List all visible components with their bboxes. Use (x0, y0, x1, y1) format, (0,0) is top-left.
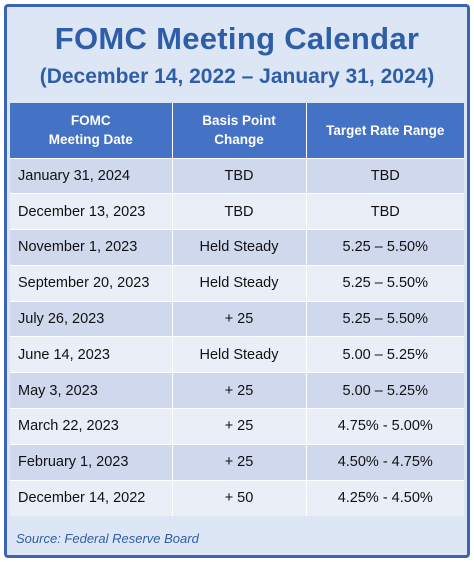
cell-change: + 25 (172, 408, 307, 445)
cell-range: TBD (306, 193, 464, 230)
column-header-range: Target Rate Range (306, 103, 464, 158)
table-row: February 1, 2023 + 25 4.50% - 4.75% (10, 443, 464, 481)
page-subtitle: (December 14, 2022 – January 31, 2024) (39, 65, 435, 88)
column-header-date-line1: FOMC (70, 113, 111, 129)
cell-range: 4.25% - 4.50% (306, 479, 464, 516)
table-row: December 14, 2022 + 50 4.25% - 4.50% (10, 479, 464, 516)
cell-date: June 14, 2023 (10, 336, 173, 373)
cell-range: 5.00 – 5.25% (306, 372, 464, 409)
cell-range: 4.50% - 4.75% (306, 443, 464, 481)
cell-date: December 13, 2023 (10, 193, 173, 230)
column-header-date-line2: Meeting Date (48, 132, 133, 148)
cell-date: May 3, 2023 (10, 372, 173, 409)
cell-change: TBD (172, 157, 307, 194)
cell-date: September 20, 2023 (10, 264, 173, 302)
page-title: FOMC Meeting Calendar (54, 21, 420, 56)
cell-date: July 26, 2023 (10, 300, 173, 337)
table-row: December 13, 2023 TBD TBD (10, 193, 464, 230)
cell-range: 5.25 – 5.50% (306, 300, 464, 337)
table-row: June 14, 2023 Held Steady 5.00 – 5.25% (10, 336, 464, 373)
cell-change: + 25 (172, 372, 307, 409)
table-row: September 20, 2023 Held Steady 5.25 – 5.50… (10, 264, 464, 302)
column-header-change-line2: Change (214, 132, 264, 148)
source-note: Source: Federal Reserve Board (16, 531, 199, 546)
table-row: July 26, 2023 + 25 5.25 – 5.50% (10, 300, 464, 337)
cell-change: + 25 (172, 300, 307, 337)
table-header: FOMC Meeting Date Basis Point Change Tar… (10, 103, 464, 158)
column-header-change-line1: Basis Point (202, 113, 276, 129)
cell-change: + 25 (172, 443, 307, 481)
table-row: January 31, 2024 TBD TBD (10, 157, 464, 194)
cell-range: 4.75% - 5.00% (306, 408, 464, 445)
table-row: May 3, 2023 + 25 5.00 – 5.25% (10, 372, 464, 409)
cell-range: 5.25 – 5.50% (306, 264, 464, 302)
cell-date: November 1, 2023 (10, 229, 173, 266)
cell-range: 5.00 – 5.25% (306, 336, 464, 373)
cell-change: Held Steady (172, 264, 307, 302)
cell-date: January 31, 2024 (10, 157, 173, 194)
cell-date: February 1, 2023 (10, 443, 173, 481)
cell-change: Held Steady (172, 229, 307, 266)
cell-change: + 50 (172, 479, 307, 516)
cell-range: 5.25 – 5.50% (306, 229, 464, 266)
calendar-panel: FOMC Meeting Calendar (December 14, 2022… (4, 4, 470, 558)
cell-change: TBD (172, 193, 307, 230)
cell-change: Held Steady (172, 336, 307, 373)
column-header-date: FOMC Meeting Date (10, 103, 173, 158)
cell-date: December 14, 2022 (10, 479, 173, 516)
table-row: November 1, 2023 Held Steady 5.25 – 5.50% (10, 229, 464, 266)
cell-date: March 22, 2023 (10, 408, 173, 445)
cell-range: TBD (306, 157, 464, 194)
table-row: March 22, 2023 + 25 4.75% - 5.00% (10, 408, 464, 445)
table-body: January 31, 2024 TBD TBD December 13, 2023 T… (10, 157, 464, 516)
column-header-change: Basis Point Change (172, 103, 307, 158)
meeting-table: FOMC Meeting Date Basis Point Change Tar… (10, 103, 464, 516)
